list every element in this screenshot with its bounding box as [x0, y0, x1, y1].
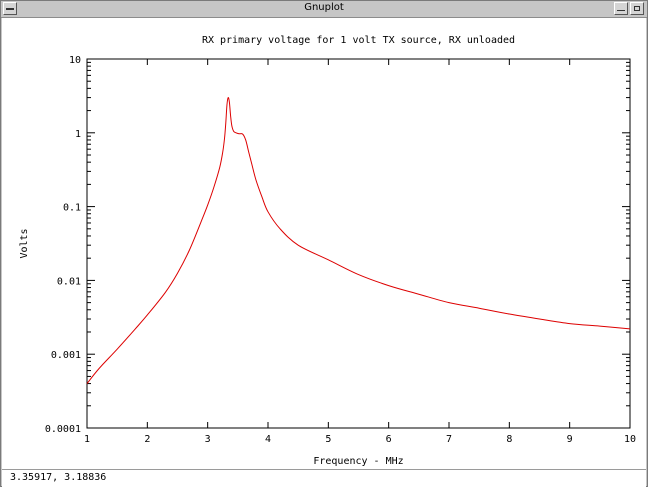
mouse-coordinates: 3.35917, 3.18836	[10, 472, 107, 483]
x-tick-label: 2	[144, 434, 150, 445]
x-tick-label: 3	[205, 434, 211, 445]
window-menu-button[interactable]	[3, 2, 17, 15]
window-title: Gnuplot	[304, 2, 344, 13]
maximize-icon	[634, 6, 640, 11]
chart: RX primary voltage for 1 volt TX source,…	[19, 35, 636, 467]
plot-area[interactable]: RX primary voltage for 1 volt TX source,…	[2, 18, 646, 469]
chart-title: RX primary voltage for 1 volt TX source,…	[202, 35, 515, 46]
x-tick-label: 4	[265, 434, 271, 445]
y-tick-label: 10	[69, 55, 81, 66]
minimize-icon	[617, 10, 625, 11]
x-tick-label: 10	[624, 434, 636, 445]
x-tick-label: 7	[446, 434, 452, 445]
maximize-button[interactable]	[630, 2, 644, 15]
y-tick-label: 0.01	[57, 276, 81, 287]
x-tick-label: 5	[325, 434, 331, 445]
y-tick-label: 0.1	[63, 203, 81, 214]
x-tick-label: 1	[84, 434, 90, 445]
x-tick-label: 9	[567, 434, 573, 445]
status-bar: 3.35917, 3.18836	[2, 469, 646, 487]
menu-icon	[6, 8, 14, 10]
y-tick-label: 1	[75, 129, 81, 140]
series-line	[86, 97, 631, 384]
tick-labels: 1 2 3 4 5 6 7 8 9 10 0.0001 0.001 0.01 0.1 1 10	[45, 55, 636, 445]
x-axis-label: Frequency - MHz	[313, 456, 403, 467]
title-bar[interactable]: Gnuplot	[1, 1, 647, 18]
y-axis-label: Volts	[19, 228, 30, 258]
x-tick-label: 6	[386, 434, 392, 445]
x-tick-label: 8	[506, 434, 512, 445]
minimize-button[interactable]	[614, 2, 628, 15]
y-tick-label: 0.001	[51, 350, 81, 361]
plot-frame	[86, 58, 631, 429]
y-tick-label: 0.0001	[45, 424, 81, 435]
axis-ticks	[86, 58, 631, 429]
